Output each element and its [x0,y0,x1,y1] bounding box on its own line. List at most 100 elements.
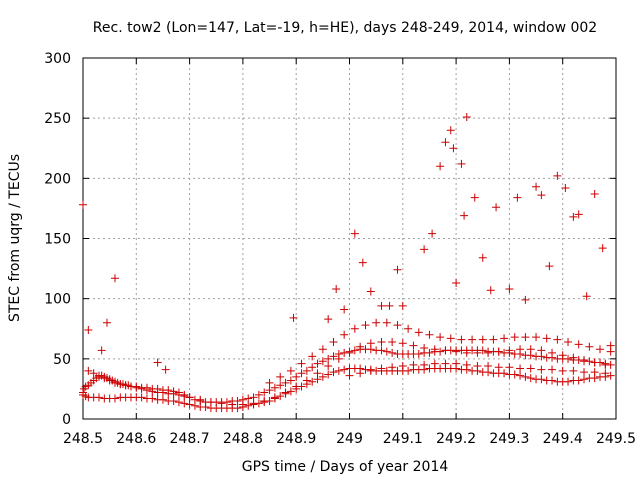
data-point [441,138,450,147]
data-point [590,358,599,367]
data-point [420,245,429,254]
data-point [110,378,119,387]
data-point [324,315,333,324]
data-point [484,362,493,371]
data-point [377,364,386,373]
y-tick-labels: 0 50 100 150 200 250 300 [44,51,71,428]
data-point [532,333,541,342]
data-point [366,339,375,348]
data-point [414,328,423,337]
data-point [409,360,418,369]
x-tick-label: 248.8 [223,431,263,447]
data-point [102,318,111,327]
data-point [174,398,183,407]
data-point [84,366,93,375]
data-point [313,359,322,368]
data-point [377,337,386,346]
data-point [462,112,471,121]
data-point [548,376,557,385]
data-point [601,369,610,378]
data-point [569,366,578,375]
data-point [302,366,311,375]
data-point [318,357,327,366]
data-point [217,399,226,408]
data-point [409,341,418,350]
data-point [350,229,359,238]
data-point [468,335,477,344]
data-point [516,371,525,380]
data-point [430,359,439,368]
data-point [265,378,274,387]
data-point [385,301,394,310]
data-point [446,126,455,135]
data-point [289,313,298,322]
y-tick-label: 150 [44,232,71,248]
data-point [292,372,301,381]
data-point [596,345,605,354]
data-point [457,159,466,168]
data-point [598,244,607,253]
data-point [537,346,546,355]
x-axis-label: GPS time / Days of year 2014 [242,459,449,475]
data-point [470,193,479,202]
data-point [532,182,541,191]
data-point [332,285,341,294]
data-point [318,345,327,354]
data-point [350,346,359,355]
data-point [318,372,327,381]
data-point [510,370,519,379]
data-point [452,359,461,368]
data-point [404,366,413,375]
data-point [430,345,439,354]
data-point [516,364,525,373]
data-point [537,191,546,200]
y-tick-label: 250 [44,111,71,127]
data-point [148,394,157,403]
data-point [561,183,570,192]
y-tick-label: 50 [53,352,71,368]
data-point [478,335,487,344]
data-point [460,211,469,220]
data-point [462,348,471,357]
data-point [297,359,306,368]
data-point [356,342,365,351]
data-point [244,401,253,410]
x-tick-label: 248.9 [276,431,316,447]
data-point [185,400,194,409]
data-point [441,346,450,355]
data-point [478,346,487,355]
data-point [148,387,157,396]
data-point [398,362,407,371]
data-point [329,337,338,346]
data-point [84,325,93,334]
data-point [606,371,615,380]
data-point [521,295,530,304]
data-point [526,374,535,383]
data-point [372,318,381,327]
data-point [516,345,525,354]
data-point [574,210,583,219]
data-point [526,364,535,373]
data-point [169,389,178,398]
data-point [180,399,189,408]
data-point [174,390,183,399]
data-point [297,369,306,378]
data-point [161,365,170,374]
data-point [388,348,397,357]
data-point [334,366,343,375]
data-point [486,286,495,295]
y-axis-label: STEC from uqrg / TECUs [7,154,23,322]
data-point [276,381,285,390]
data-point [452,347,461,356]
data-point [260,396,269,405]
x-tick-label: 248.7 [170,431,210,447]
data-points [79,112,615,413]
data-point [190,401,199,410]
data-point [249,399,258,408]
data-point [513,193,522,202]
data-point [505,285,514,294]
data-point [329,352,338,361]
data-point [308,352,317,361]
data-point [276,372,285,381]
data-point [398,301,407,310]
